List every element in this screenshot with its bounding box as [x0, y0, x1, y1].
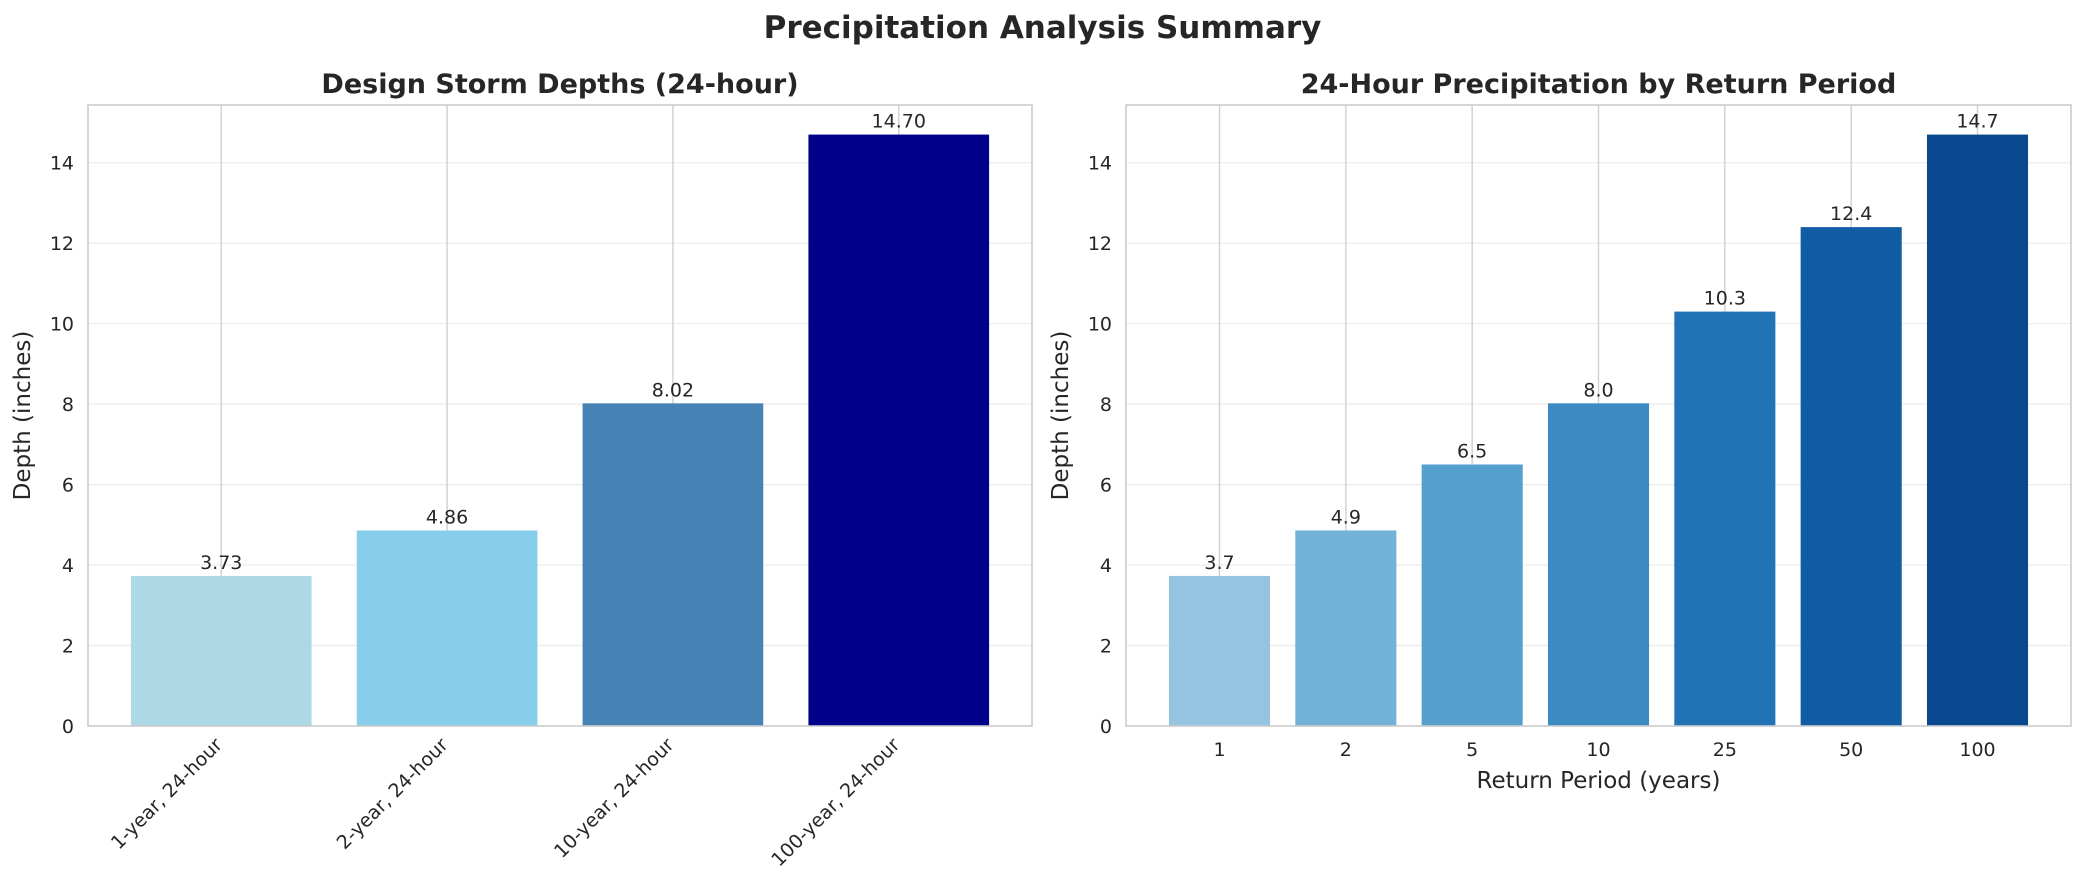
y-tick-label: 12 [1088, 233, 1112, 255]
x-tick-label: 100 [1959, 739, 1995, 761]
bar-value-label: 4.86 [426, 506, 468, 528]
bar-value-label: 4.9 [1331, 506, 1361, 528]
bar-value-label: 10.3 [1704, 288, 1746, 310]
y-tick-label: 0 [1100, 716, 1112, 738]
axes-frame [87, 104, 1033, 727]
bar-value-label: 3.7 [1204, 552, 1234, 574]
bar [1800, 227, 1902, 727]
chart-title: 24-Hour Precipitation by Return Period [1301, 69, 1897, 100]
x-tick-label: 5 [1466, 739, 1478, 761]
axes-frame [1125, 104, 2072, 727]
bar-value-label: 6.5 [1457, 440, 1487, 462]
y-tick-label: 4 [62, 555, 74, 577]
y-tick-label: 6 [62, 475, 74, 497]
bar [1674, 311, 1776, 726]
bar [356, 530, 538, 726]
bar [1926, 134, 2029, 727]
y-tick-label: 2 [1100, 636, 1112, 658]
y-tick-label: 2 [62, 636, 74, 658]
y-axis-label: Depth (inches) [10, 331, 36, 501]
x-tick-label: 100-year, 24-hour [767, 734, 904, 871]
y-tick-label: 12 [50, 233, 74, 255]
bar-value-label: 8.0 [1583, 379, 1613, 401]
x-tick-label: 1 [1213, 739, 1225, 761]
bar [1295, 530, 1397, 726]
x-tick-label: 2-year, 24-hour [333, 734, 453, 854]
bar [1547, 403, 1650, 726]
y-tick-label: 8 [62, 394, 74, 416]
figure-title: Precipitation Analysis Summary [763, 10, 1322, 46]
x-tick-label: 25 [1713, 739, 1737, 761]
bar [130, 575, 312, 726]
x-axis-label: Return Period (years) [1477, 768, 1721, 794]
chart-design-storm-depths: 3.73 4.86 8.02 14.70 0 2 4 6 8 10 12 14 1-year, 24-h… [10, 69, 1033, 871]
bar-value-label: 8.02 [652, 379, 694, 401]
y-tick-label: 14 [50, 153, 74, 175]
chart-title: Design Storm Depths (24-hour) [321, 69, 798, 100]
y-tick-label: 10 [1088, 314, 1112, 336]
x-tick-label: 10-year, 24-hour [550, 734, 679, 863]
bar [582, 403, 764, 726]
y-tick-label: 14 [1088, 153, 1112, 175]
y-axis-label: Depth (inches) [1048, 331, 1074, 501]
x-tick-label: 10 [1586, 739, 1610, 761]
x-tick-label: 2 [1340, 739, 1352, 761]
bar [808, 134, 990, 727]
y-tick-label: 0 [62, 716, 74, 738]
bar-value-label: 3.73 [200, 552, 242, 574]
y-tick-label: 8 [1100, 394, 1112, 416]
x-tick-label: 50 [1839, 739, 1863, 761]
y-tick-label: 6 [1100, 475, 1112, 497]
bar [1168, 575, 1271, 726]
bar-value-label: 14.7 [1956, 111, 1998, 133]
y-tick-label: 10 [50, 314, 74, 336]
bar-value-label: 14.70 [872, 111, 926, 133]
bar [1421, 464, 1523, 726]
bar-value-label: 12.4 [1830, 203, 1872, 225]
x-tick-label: 1-year, 24-hour [107, 734, 227, 854]
y-tick-label: 4 [1100, 555, 1112, 577]
